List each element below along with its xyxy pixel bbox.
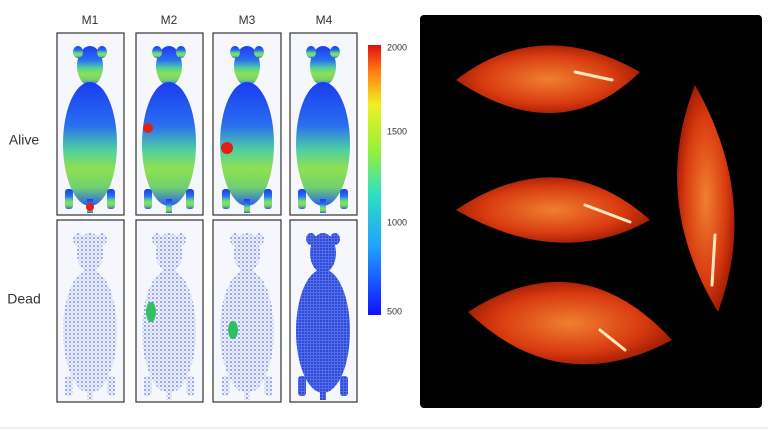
leaf <box>677 85 735 312</box>
colorbar-tick: 1500 <box>387 126 407 136</box>
hotspot <box>146 302 156 322</box>
row-label: Dead <box>7 291 40 307</box>
hotspot <box>221 142 233 154</box>
leaf <box>468 281 672 365</box>
hotspot <box>228 321 238 339</box>
row-label: Alive <box>9 132 40 148</box>
column-label: M1 <box>82 13 99 27</box>
column-label: M4 <box>316 13 333 27</box>
colorbar <box>368 45 381 315</box>
colorbar-tick: 500 <box>387 306 402 316</box>
leaf-highlight <box>710 233 717 287</box>
column-label: M3 <box>239 13 256 27</box>
column-label: M2 <box>161 13 178 27</box>
colorbar-tick: 2000 <box>387 42 407 52</box>
hotspot <box>86 203 94 211</box>
colorbar-tick: 1000 <box>387 217 407 227</box>
hotspot <box>143 123 153 133</box>
leaf <box>456 177 650 243</box>
leaf-highlight <box>598 328 627 352</box>
leaf-highlight <box>573 70 614 82</box>
leaf-highlight <box>583 203 632 224</box>
leaf <box>456 45 640 114</box>
